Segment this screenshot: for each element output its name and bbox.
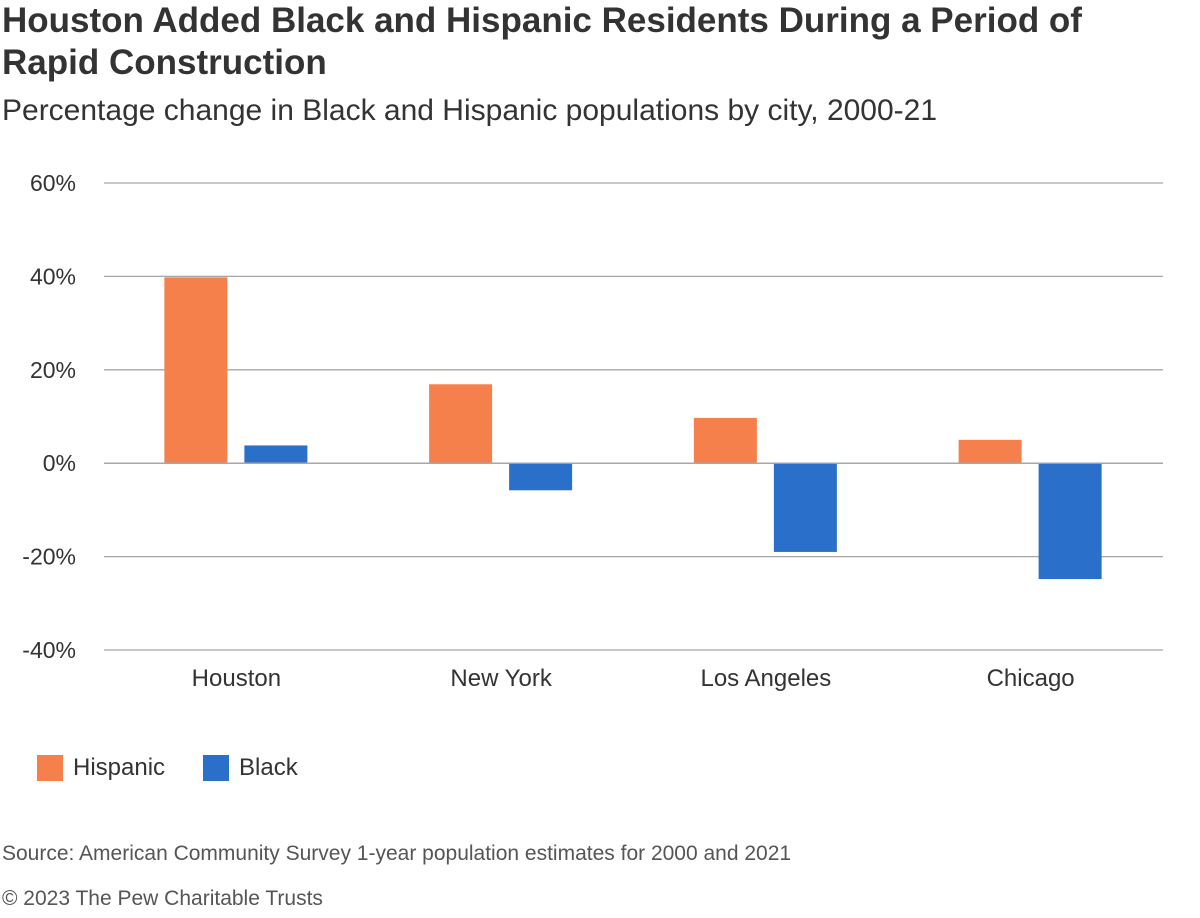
bar-black-houston xyxy=(244,445,308,464)
chart-title: Houston Added Black and Hispanic Residen… xyxy=(2,1,1082,82)
x-category-label: Chicago xyxy=(987,665,1075,692)
x-category-label: Houston xyxy=(192,665,281,692)
copyright-note: © 2023 The Pew Charitable Trusts xyxy=(2,887,323,910)
x-category-label: New York xyxy=(450,665,552,692)
bar-hispanic-chicago xyxy=(958,439,1022,464)
bar-hispanic-new-york xyxy=(429,384,493,464)
chart-subtitle: Percentage change in Black and Hispanic … xyxy=(2,94,938,127)
legend: Hispanic Black xyxy=(37,754,336,782)
source-note: Source: American Community Survey 1-year… xyxy=(2,842,792,865)
bar-hispanic-los-angeles xyxy=(693,417,757,464)
y-tick-label: 0% xyxy=(43,450,76,476)
x-category-label: Los Angeles xyxy=(700,665,831,692)
legend-item-black: Black xyxy=(203,754,298,782)
bar-hispanic-houston xyxy=(164,277,228,464)
bar-black-new-york xyxy=(509,463,573,491)
bar-black-los-angeles xyxy=(773,463,837,552)
y-tick-label: -40% xyxy=(22,637,76,663)
legend-item-hispanic: Hispanic xyxy=(37,754,165,782)
bar-chart: 60% 40% 20% 0% -20% -40% Houston New York Los An… xyxy=(22,170,1163,692)
y-tick-label: 60% xyxy=(30,170,76,196)
y-tick-label: -20% xyxy=(22,544,76,570)
y-tick-label: 40% xyxy=(30,263,76,289)
legend-label-black: Black xyxy=(239,754,298,781)
y-tick-label: 20% xyxy=(30,357,76,383)
legend-swatch-black xyxy=(203,755,230,781)
legend-label-hispanic: Hispanic xyxy=(73,754,166,781)
legend-swatch-hispanic xyxy=(37,755,63,781)
bar-black-chicago xyxy=(1038,463,1102,580)
